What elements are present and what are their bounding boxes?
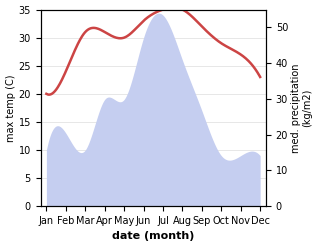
- Y-axis label: med. precipitation
(kg/m2): med. precipitation (kg/m2): [291, 63, 313, 153]
- Y-axis label: max temp (C): max temp (C): [5, 74, 16, 142]
- X-axis label: date (month): date (month): [112, 231, 194, 242]
